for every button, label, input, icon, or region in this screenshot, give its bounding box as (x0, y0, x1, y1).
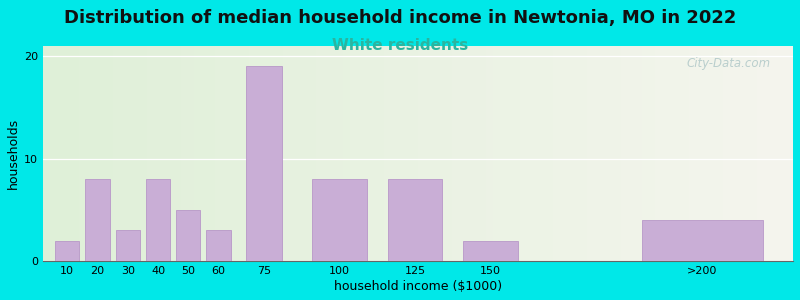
Bar (642, 220, 763, 261)
Bar (86, 179, 110, 261)
Bar (206, 230, 230, 261)
Text: Distribution of median household income in Newtonia, MO in 2022: Distribution of median household income … (64, 9, 736, 27)
Y-axis label: households: households (7, 118, 20, 189)
Text: White residents: White residents (332, 38, 468, 52)
Bar (146, 179, 170, 261)
Bar (246, 66, 282, 261)
Text: City-Data.com: City-Data.com (686, 57, 770, 70)
Bar (176, 210, 200, 261)
X-axis label: household income ($1000): household income ($1000) (334, 280, 502, 293)
Bar (312, 179, 366, 261)
Bar (116, 230, 140, 261)
Bar (55, 241, 79, 261)
Bar (463, 241, 518, 261)
Bar (388, 179, 442, 261)
